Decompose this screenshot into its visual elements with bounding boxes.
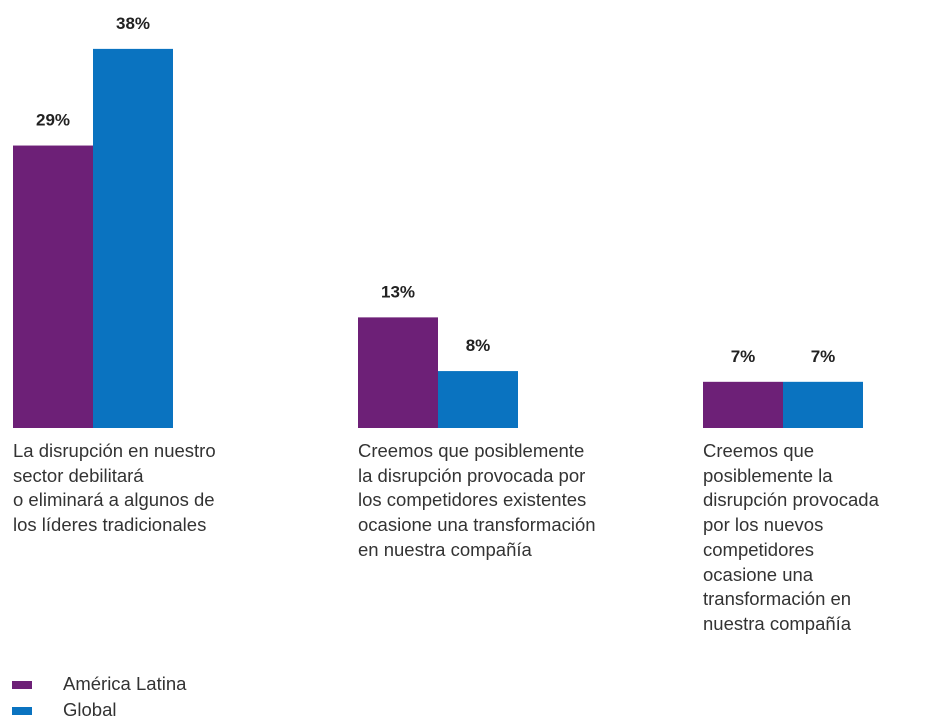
legend-swatch	[12, 681, 32, 689]
value-label: 13%	[381, 282, 415, 301]
bar	[13, 145, 93, 428]
value-label: 29%	[36, 111, 70, 130]
category-label: La disrupción en nuestro sector debilita…	[13, 440, 216, 536]
bar	[358, 317, 438, 428]
bar	[783, 381, 863, 428]
bar	[703, 381, 783, 428]
bar	[438, 371, 518, 428]
value-label: 7%	[731, 347, 756, 366]
value-label: 8%	[466, 336, 491, 355]
category-label: Creemos que posiblemente la disrupción p…	[703, 440, 879, 634]
value-label: 38%	[116, 14, 150, 33]
legend-swatch	[12, 707, 32, 715]
legend-label: América Latina	[63, 673, 187, 694]
category-label: Creemos que posiblemente la disrupción p…	[358, 440, 596, 560]
legend-label: Global	[63, 699, 117, 720]
value-label: 7%	[811, 347, 836, 366]
bar	[93, 48, 173, 429]
